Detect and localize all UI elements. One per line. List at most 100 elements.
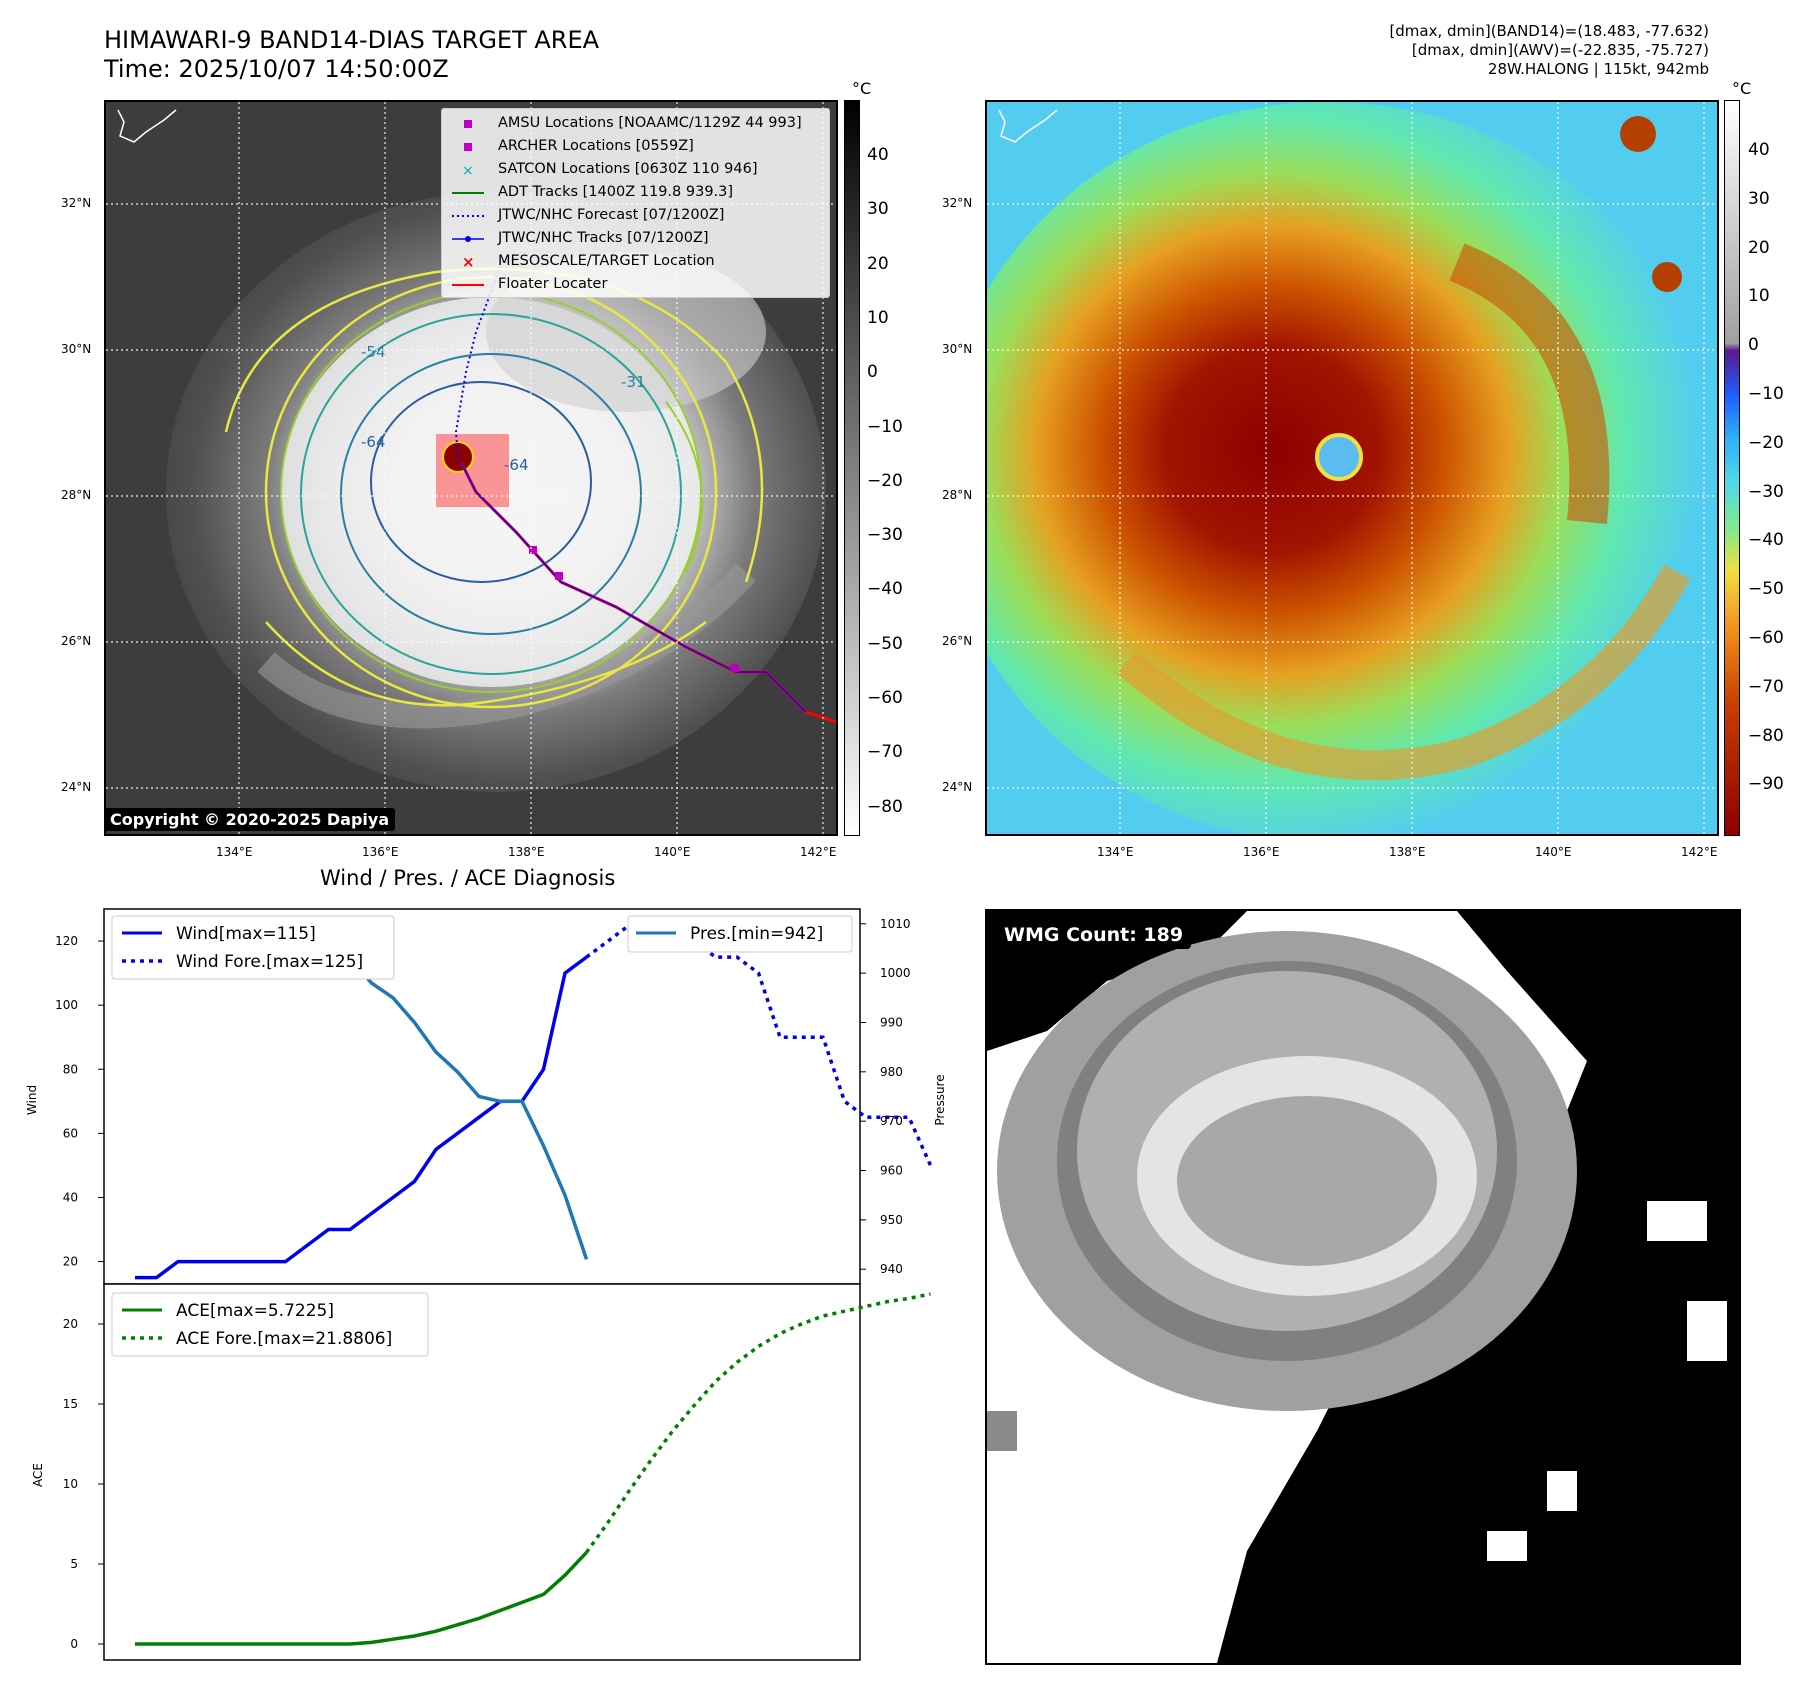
legend-wind-label: Wind[max=115] bbox=[176, 924, 316, 944]
figure-title: HIMAWARI-9 BAND14-DIAS TARGET AREA Time:… bbox=[104, 26, 599, 84]
colorbar-tick-label: −80 bbox=[1748, 725, 1784, 746]
ace-chart: 20 15 10 5 0 ACE ACE[max=5.7225] ACE Fore.[m… bbox=[31, 1283, 931, 1661]
y2-tick-label: 1000 bbox=[880, 966, 911, 980]
svg-text:×: × bbox=[462, 253, 475, 271]
y-tick-label: 120 bbox=[55, 934, 78, 948]
contour-label: -64 bbox=[504, 456, 529, 474]
lon-label: 134°E bbox=[216, 845, 253, 859]
legend-wind-fore-label: Wind Fore.[max=125] bbox=[176, 952, 363, 972]
left-colorbar bbox=[844, 100, 860, 836]
legend-label: MESOSCALE/TARGET Location bbox=[498, 253, 715, 269]
lat-label: 28°N bbox=[61, 488, 92, 502]
colorbar-tick-label: −50 bbox=[867, 633, 903, 654]
colorbar-tick-label: 20 bbox=[1748, 237, 1770, 258]
lat-label: 24°N bbox=[942, 780, 973, 794]
stats-band14: [dmax, dmin](BAND14)=(18.483, -77.632) bbox=[1389, 22, 1709, 40]
wind-pressure-chart: 120 100 80 60 40 20 1010 1000 990 980 970 960 950 94… bbox=[25, 908, 947, 1285]
stats-awv: [dmax, dmin](AWV)=(-22.835, -75.727) bbox=[1411, 41, 1709, 59]
colorbar-tick-label: 30 bbox=[867, 199, 889, 220]
y-tick-label: 5 bbox=[70, 1557, 78, 1571]
wind-axis-label: Wind bbox=[25, 1085, 39, 1115]
colorbar-tick-label: −30 bbox=[1748, 481, 1784, 502]
legend-label: AMSU Locations [NOAAMC/1129Z 44 993] bbox=[498, 115, 802, 131]
legend-label: JTWC/NHC Forecast [07/1200Z] bbox=[498, 207, 725, 223]
ace-axis-label: ACE bbox=[31, 1463, 45, 1487]
colorbar-tick-label: −90 bbox=[1748, 774, 1784, 795]
y2-tick-label: 940 bbox=[880, 1262, 903, 1276]
colorbar-tick-label: 0 bbox=[867, 362, 878, 383]
wmg-count-badge: WMG Count: 189 bbox=[996, 921, 1192, 949]
lat-label: 32°N bbox=[942, 196, 973, 210]
y-tick-label: 100 bbox=[55, 998, 78, 1012]
title-line2: Time: 2025/10/07 14:50:00Z bbox=[104, 55, 449, 83]
colorbar-tick-label: −30 bbox=[867, 525, 903, 546]
colorbar-tick-label: −10 bbox=[867, 416, 903, 437]
colorbar-tick-label: −70 bbox=[1748, 676, 1784, 697]
y2-tick-label: 990 bbox=[880, 1015, 903, 1029]
lat-label: 28°N bbox=[942, 488, 973, 502]
svg-text:×: × bbox=[462, 163, 474, 179]
right-colorbar-unit: °C bbox=[1732, 79, 1752, 98]
legend-label: Floater Locater bbox=[498, 276, 608, 292]
lat-label: 24°N bbox=[61, 780, 92, 794]
right-colorbar bbox=[1724, 100, 1740, 836]
y-tick-label: 80 bbox=[63, 1062, 78, 1076]
legend-label: ADT Tracks [1400Z 119.8 939.3] bbox=[498, 184, 734, 200]
storm-info: 28W.HALONG | 115kt, 942mb bbox=[1487, 60, 1709, 78]
stats-header: [dmax, dmin](BAND14)=(18.483, -77.632) [… bbox=[1389, 22, 1709, 79]
ace-legend bbox=[111, 1292, 429, 1357]
legend-ace-fore-label: ACE Fore.[max=21.8806] bbox=[176, 1329, 392, 1349]
y-tick-label: 20 bbox=[63, 1317, 78, 1331]
colorbar-tick-label: 10 bbox=[1748, 286, 1770, 307]
lat-label: 26°N bbox=[61, 634, 92, 648]
legend-label: ARCHER Locations [0559Z] bbox=[498, 138, 694, 154]
lon-label: 136°E bbox=[362, 845, 399, 859]
y-tick-label: 10 bbox=[63, 1477, 78, 1491]
pressure-axis-label: Pressure bbox=[933, 1074, 947, 1125]
contour-label: -64 bbox=[361, 433, 386, 451]
colorbar-tick-label: −20 bbox=[867, 470, 903, 491]
contour-label: -54 bbox=[361, 343, 386, 361]
colorbar-tick-label: 40 bbox=[1748, 140, 1770, 160]
y2-tick-label: 970 bbox=[880, 1114, 903, 1128]
lat-label: 26°N bbox=[942, 634, 973, 648]
right-map-svg bbox=[987, 102, 1717, 834]
y-tick-label: 40 bbox=[63, 1190, 78, 1204]
colorbar-tick-label: 20 bbox=[867, 253, 889, 274]
legend-label: JTWC/NHC Tracks [07/1200Z] bbox=[498, 230, 709, 246]
diagnosis-title: Wind / Pres. / ACE Diagnosis bbox=[320, 866, 616, 890]
y2-tick-label: 980 bbox=[880, 1065, 903, 1079]
series-line bbox=[585, 923, 933, 1167]
y-tick-label: 15 bbox=[63, 1397, 78, 1411]
series-line bbox=[135, 1551, 588, 1646]
lon-label: 138°E bbox=[1389, 845, 1426, 859]
lon-label: 142°E bbox=[800, 845, 837, 859]
contour-label: -31 bbox=[621, 373, 646, 391]
wmg-panel bbox=[985, 909, 1741, 1665]
colorbar-tick-label: 40 bbox=[867, 145, 889, 165]
lat-label: 32°N bbox=[61, 196, 92, 210]
legend-label: SATCON Locations [0630Z 110 946] bbox=[498, 161, 758, 177]
pressure-legend bbox=[627, 915, 853, 953]
colorbar-tick-label: 10 bbox=[867, 307, 889, 328]
copyright-badge: Copyright © 2020-2025 Dapiya bbox=[104, 808, 396, 831]
lon-label: 140°E bbox=[654, 845, 691, 859]
colorbar-tick-label: −40 bbox=[1748, 530, 1784, 551]
wind-legend bbox=[111, 915, 395, 980]
right-satellite-map bbox=[985, 100, 1719, 836]
series-line bbox=[585, 1292, 931, 1554]
title-line1: HIMAWARI-9 BAND14-DIAS TARGET AREA bbox=[104, 26, 600, 54]
y-tick-label: 0 bbox=[70, 1637, 78, 1651]
colorbar-tick-label: −80 bbox=[867, 796, 903, 817]
lon-label: 134°E bbox=[1097, 845, 1134, 859]
lon-label: 140°E bbox=[1535, 845, 1572, 859]
colorbar-tick-label: −70 bbox=[867, 742, 903, 763]
y2-tick-label: 1010 bbox=[880, 917, 911, 931]
map-legend: AMSU Locations [NOAAMC/1129Z 44 993] ARC… bbox=[441, 108, 830, 298]
y2-tick-label: 950 bbox=[880, 1213, 903, 1227]
y-tick-label: 20 bbox=[63, 1255, 78, 1269]
lon-label: 138°E bbox=[508, 845, 545, 859]
lat-label: 30°N bbox=[942, 342, 973, 356]
y-tick-label: 60 bbox=[63, 1126, 78, 1140]
